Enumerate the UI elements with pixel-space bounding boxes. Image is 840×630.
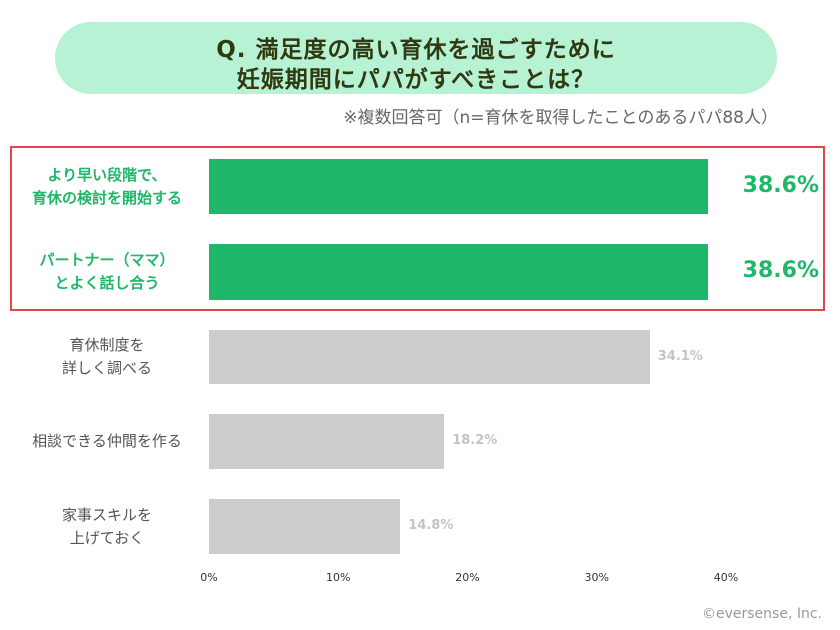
- x-tick-label: 30%: [584, 571, 609, 584]
- category-label: パートナー（ママ） とよく話し合う: [12, 249, 202, 295]
- bar: [209, 414, 445, 469]
- data-label: 34.1%: [657, 348, 703, 364]
- data-label: 18.2%: [452, 433, 498, 449]
- bar: [209, 499, 401, 554]
- chart-title-line-2: 妊娠期間にパパがすべきことは？: [236, 67, 596, 93]
- chart-subtitle: ※複数回答可（n=育休を取得したことのあるパパ88人）: [343, 108, 778, 128]
- x-tick-label: 0%: [200, 571, 218, 584]
- category-label-line: 相談できる仲間を作る: [32, 432, 182, 450]
- category-label-line: 上げておく: [69, 528, 145, 547]
- category-label-line: パートナー（ママ）: [39, 251, 175, 269]
- x-tick-label: 20%: [455, 571, 480, 584]
- data-label: 38.6%: [742, 172, 819, 198]
- category-label: より早い段階で、 育休の検討を開始する: [12, 164, 202, 210]
- category-label-line: 詳しく調べる: [61, 359, 152, 377]
- category-label-line: 育休制度を: [69, 336, 145, 354]
- category-label-line: 育休の検討を開始する: [31, 188, 182, 207]
- category-label: 相談できる仲間を作る: [12, 430, 202, 453]
- title-banner: Q. 満足度の高い育休を過ごすために 妊娠期間にパパがすべきことは？: [55, 22, 777, 94]
- bar: [209, 244, 708, 300]
- bar: [209, 159, 708, 214]
- data-label: 14.8%: [408, 518, 454, 534]
- bar: [209, 330, 650, 384]
- chart-title-line-1: Q. 満足度の高い育休を過ごすために: [216, 37, 616, 63]
- category-label-line: とよく話し合う: [54, 274, 160, 292]
- highlight-box: [10, 146, 825, 311]
- x-tick-label: 10%: [326, 571, 351, 584]
- category-label-line: より早い段階で、: [47, 165, 167, 184]
- category-label-line: 家事スキルを: [61, 505, 152, 524]
- data-label: 38.6%: [742, 258, 819, 284]
- copyright-credit: ©eversense, Inc.: [701, 606, 822, 622]
- category-label: 育休制度を詳しく調べる: [12, 334, 202, 380]
- x-tick-label: 40%: [713, 571, 739, 584]
- category-label: 家事スキルを 上げておく: [12, 504, 202, 550]
